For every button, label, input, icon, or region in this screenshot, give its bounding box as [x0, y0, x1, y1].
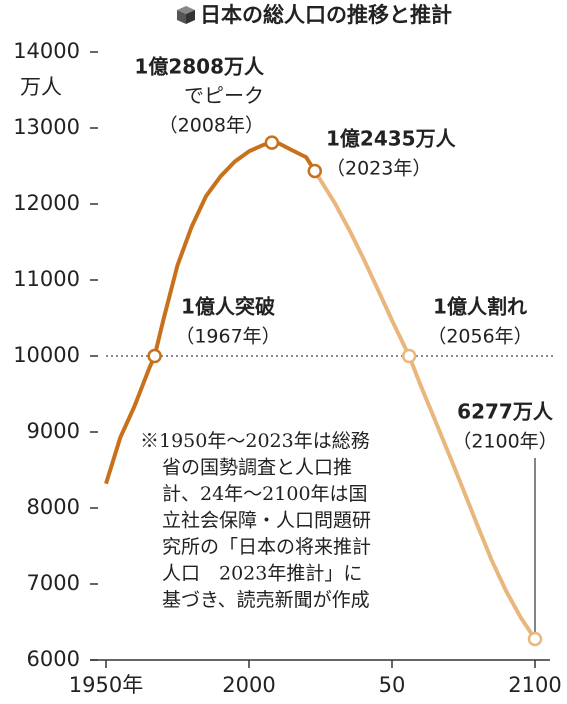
annotation-text: （2008年） [159, 115, 264, 137]
x-tick-label: 2100 [508, 673, 561, 697]
annotation-text: 6277万人 [457, 400, 554, 424]
x-tick-label: 1950年 [69, 673, 143, 697]
note-text: 計、24年～2100年は国 [162, 483, 368, 505]
annotation-text: （2056年） [427, 326, 532, 348]
annotation-text: 1億2808万人 [134, 55, 265, 79]
point-marker [527, 631, 543, 647]
y-tick-label: 7000 [27, 571, 80, 595]
annotation-text: でピーク [184, 84, 264, 108]
note-text: 人口 2023年推計」に [162, 563, 362, 585]
point-marker [307, 163, 323, 179]
line-series [104, 140, 317, 485]
note-text: 省の国勢調査と人口推 [162, 457, 352, 479]
x-tick-label: 2000 [222, 673, 275, 697]
point-marker [401, 348, 417, 364]
annotation-text: （1967年） [175, 326, 280, 348]
note-text: ※1950年～2023年は総務 [140, 430, 370, 452]
note-text: 立社会保障・人口問題研 [162, 510, 371, 532]
chart-title: 日本の総人口の推移と推計 [200, 3, 452, 27]
y-tick-label: 10000 [13, 343, 80, 367]
note-box [136, 426, 426, 640]
y-tick-label: 8000 [27, 495, 80, 519]
line-series [313, 169, 537, 641]
y-unit: 万人 [20, 75, 62, 99]
y-tick-label: 14000 [13, 39, 80, 63]
note-text: 究所の「日本の将来推計 [162, 536, 371, 558]
annotation-text: 1億人割れ [433, 295, 527, 319]
y-tick-label: 12000 [13, 191, 80, 215]
y-tick-label: 13000 [13, 115, 80, 139]
point-marker [264, 135, 280, 150]
point-marker [147, 348, 162, 364]
note-text: 基づき、読売新聞が作成 [162, 589, 370, 611]
y-tick-label: 9000 [27, 419, 80, 443]
title-icon [177, 6, 195, 24]
annotation-text: （2100年） [452, 431, 557, 453]
x-tick-label: 50 [379, 673, 406, 697]
y-tick-label: 6000 [27, 647, 80, 671]
y-tick-label: 11000 [13, 267, 80, 291]
annotation-text: 1億2435万人 [326, 127, 457, 151]
annotation-text: （2023年） [326, 158, 431, 180]
annotation-text: 1億人突破 [181, 295, 275, 319]
